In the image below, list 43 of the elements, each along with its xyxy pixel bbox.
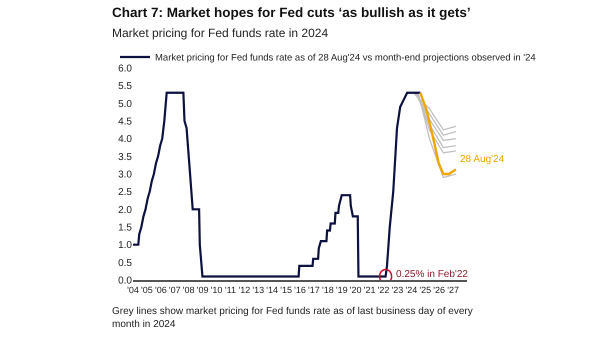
y-tick-label: 4.0 xyxy=(118,134,132,146)
x-tick-label: '26 xyxy=(433,284,446,295)
y-tick-label: 1.5 xyxy=(118,222,132,234)
text: Grey lines show market pricing for Fed funds rate as of last business day of every month in 2024 xyxy=(112,306,473,330)
y-tick-label: 0.5 xyxy=(118,258,132,269)
x-tick-label: '05 xyxy=(141,284,153,295)
x-tick-label: '21 xyxy=(364,284,376,295)
chart-subtitle: Market pricing for Fed funds rate in 2024 xyxy=(112,26,328,40)
x-tick-label: '27 xyxy=(447,284,459,295)
x-tick-label: '08 xyxy=(182,284,195,295)
x-tick-label: '09 xyxy=(196,284,208,295)
x-tick-label: '25 xyxy=(419,284,432,295)
x-tick-label: '13 xyxy=(252,284,264,295)
y-tick-label: 1.0 xyxy=(118,240,132,252)
y-tick-label: 4.5 xyxy=(118,116,132,128)
y-tick-label: 2.0 xyxy=(118,204,132,216)
x-tick-label: '10 xyxy=(210,284,222,295)
annotation: 0.25% in Feb'22 xyxy=(396,269,468,280)
x-tick-label: '23 xyxy=(392,284,404,295)
series-label: 28 Aug'24 xyxy=(460,154,505,165)
x-tick-label: '19 xyxy=(336,284,348,295)
x-tick-label: '15 xyxy=(280,284,292,295)
x-tick-label: '24 xyxy=(405,284,418,295)
y-tick-label: 0.0 xyxy=(118,276,132,286)
x-tick-label: '17 xyxy=(308,284,320,295)
x-tick-label: '18 xyxy=(322,284,334,295)
x-tick-label: '06 xyxy=(154,284,167,295)
x-tick-label: '07 xyxy=(168,284,181,295)
y-tick-label: 5.0 xyxy=(118,98,132,110)
x-tick-label: '14 xyxy=(266,284,278,295)
y-tick-label: 5.5 xyxy=(118,81,132,92)
x-tick-label: '16 xyxy=(294,284,306,295)
y-tick-label: 3.0 xyxy=(118,170,132,180)
y-tick-label: 3.5 xyxy=(118,152,132,163)
x-tick-label: '20 xyxy=(350,284,362,295)
y-tick-label: 6.0 xyxy=(118,64,132,74)
x-tick-label: '04 xyxy=(127,284,139,295)
legend-label: Market pricing for Fed funds rate as of 28 Aug'24 vs month-end projections observed in '24 xyxy=(155,52,536,64)
y-tick-label: 2.5 xyxy=(118,187,132,198)
x-tick-label: '11 xyxy=(224,284,236,295)
x-tick-label: '12 xyxy=(238,284,250,295)
chart-title: Chart 7: Market hopes for Fed cuts ‘as bullish as it gets’ xyxy=(112,5,471,20)
x-tick-label: '22 xyxy=(378,284,390,295)
